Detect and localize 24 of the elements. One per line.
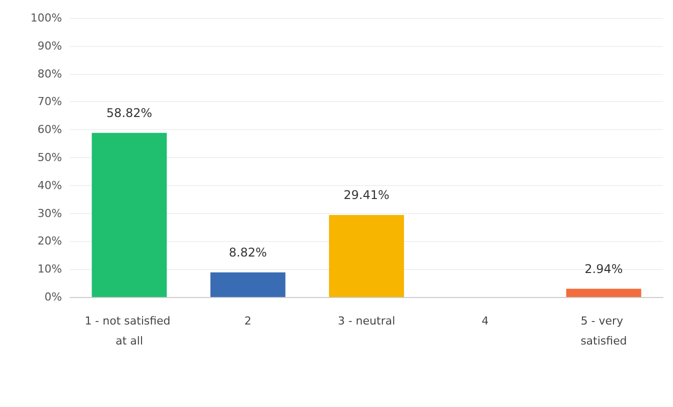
y-tick-label: 20% xyxy=(38,234,62,248)
y-tick-label: 50% xyxy=(38,151,62,164)
bar xyxy=(329,214,404,297)
x-tick-label: 3 - neutral xyxy=(338,314,396,328)
data-label: 2.94% xyxy=(584,262,623,276)
y-tick-label: 70% xyxy=(38,95,62,108)
y-tick-label: 10% xyxy=(38,262,62,276)
y-tick-label: 100% xyxy=(30,12,62,24)
bar xyxy=(210,272,286,297)
x-tick-label: 4 xyxy=(482,314,489,328)
x-tick-label: 5 - very satisfied xyxy=(580,314,627,348)
y-tick-label: 30% xyxy=(38,206,62,220)
y-tick-label: 80% xyxy=(38,67,62,80)
x-tick-label: 2 xyxy=(244,314,252,328)
data-label: 58.82% xyxy=(106,106,152,120)
bar xyxy=(92,132,167,297)
bar xyxy=(566,288,642,297)
y-tick-label: 90% xyxy=(38,39,62,52)
data-label: 29.41% xyxy=(344,188,390,202)
y-tick-label: 0% xyxy=(44,290,62,304)
x-tick-label: 1 - not satisfied at all xyxy=(84,314,174,348)
y-tick-label: 40% xyxy=(38,178,62,192)
data-label: 8.82% xyxy=(228,245,267,260)
y-tick-label: 60% xyxy=(38,123,62,136)
